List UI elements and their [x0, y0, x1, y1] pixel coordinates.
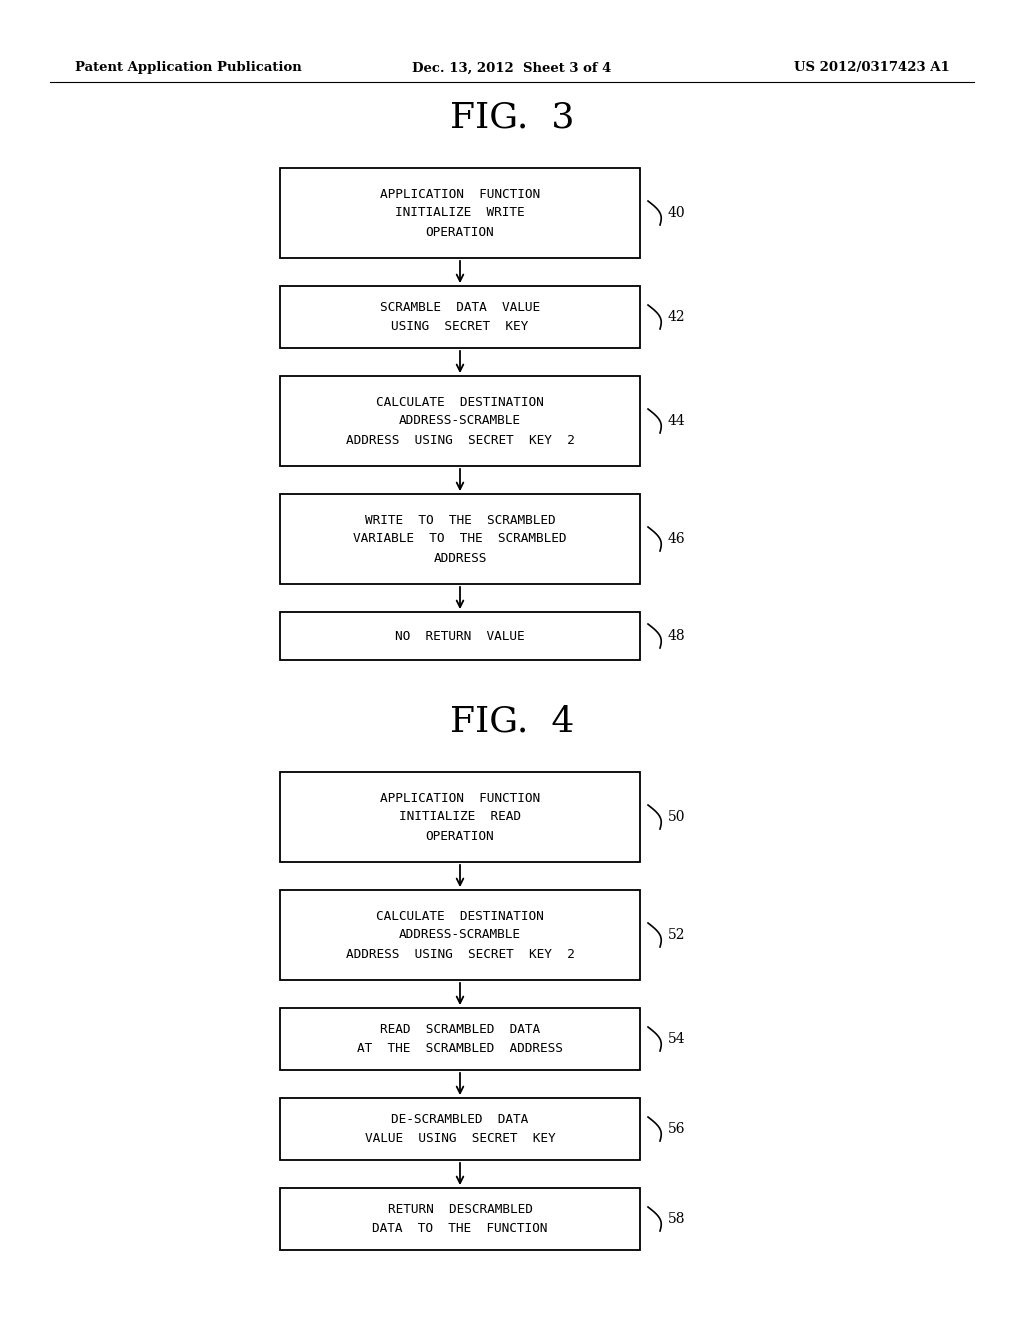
Text: SCRAMBLE  DATA  VALUE
USING  SECRET  KEY: SCRAMBLE DATA VALUE USING SECRET KEY: [380, 301, 540, 333]
Text: 54: 54: [668, 1032, 686, 1045]
Text: 58: 58: [668, 1212, 685, 1226]
FancyBboxPatch shape: [280, 1098, 640, 1160]
Text: 48: 48: [668, 630, 686, 643]
Text: FIG.  3: FIG. 3: [450, 102, 574, 135]
Text: US 2012/0317423 A1: US 2012/0317423 A1: [795, 62, 950, 74]
FancyBboxPatch shape: [280, 1008, 640, 1071]
FancyBboxPatch shape: [280, 890, 640, 979]
Text: DE-SCRAMBLED  DATA
VALUE  USING  SECRET  KEY: DE-SCRAMBLED DATA VALUE USING SECRET KEY: [365, 1113, 555, 1144]
Text: 52: 52: [668, 928, 685, 942]
FancyBboxPatch shape: [280, 286, 640, 348]
FancyBboxPatch shape: [280, 612, 640, 660]
Text: NO  RETURN  VALUE: NO RETURN VALUE: [395, 630, 525, 643]
Text: CALCULATE  DESTINATION
ADDRESS-SCRAMBLE
ADDRESS  USING  SECRET  KEY  2: CALCULATE DESTINATION ADDRESS-SCRAMBLE A…: [346, 909, 574, 961]
Text: Dec. 13, 2012  Sheet 3 of 4: Dec. 13, 2012 Sheet 3 of 4: [413, 62, 611, 74]
Text: 50: 50: [668, 810, 685, 824]
Text: CALCULATE  DESTINATION
ADDRESS-SCRAMBLE
ADDRESS  USING  SECRET  KEY  2: CALCULATE DESTINATION ADDRESS-SCRAMBLE A…: [346, 396, 574, 446]
FancyBboxPatch shape: [280, 168, 640, 257]
FancyBboxPatch shape: [280, 494, 640, 583]
Text: 46: 46: [668, 532, 686, 546]
Text: Patent Application Publication: Patent Application Publication: [75, 62, 302, 74]
Text: APPLICATION  FUNCTION
INITIALIZE  WRITE
OPERATION: APPLICATION FUNCTION INITIALIZE WRITE OP…: [380, 187, 540, 239]
FancyBboxPatch shape: [280, 1188, 640, 1250]
Text: READ  SCRAMBLED  DATA
AT  THE  SCRAMBLED  ADDRESS: READ SCRAMBLED DATA AT THE SCRAMBLED ADD…: [357, 1023, 563, 1055]
Text: 42: 42: [668, 310, 686, 323]
Text: FIG.  4: FIG. 4: [450, 705, 574, 739]
Text: 44: 44: [668, 414, 686, 428]
Text: 40: 40: [668, 206, 686, 220]
FancyBboxPatch shape: [280, 772, 640, 862]
FancyBboxPatch shape: [280, 376, 640, 466]
Text: 56: 56: [668, 1122, 685, 1137]
Text: RETURN  DESCRAMBLED
DATA  TO  THE  FUNCTION: RETURN DESCRAMBLED DATA TO THE FUNCTION: [373, 1203, 548, 1236]
Text: WRITE  TO  THE  SCRAMBLED
VARIABLE  TO  THE  SCRAMBLED
ADDRESS: WRITE TO THE SCRAMBLED VARIABLE TO THE S…: [353, 513, 566, 565]
Text: APPLICATION  FUNCTION
INITIALIZE  READ
OPERATION: APPLICATION FUNCTION INITIALIZE READ OPE…: [380, 792, 540, 842]
